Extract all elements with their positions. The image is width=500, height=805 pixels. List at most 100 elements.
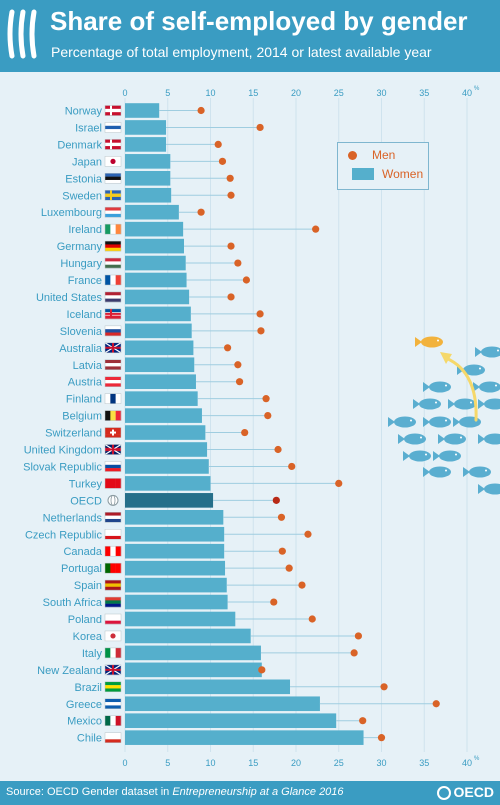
men-dot: [312, 225, 320, 233]
category-label: France: [68, 275, 102, 287]
x-tick-label-bottom: 20: [291, 758, 301, 768]
country-flag-icon: [104, 698, 122, 709]
women-bar: [125, 679, 291, 695]
category-label: Spain: [74, 580, 102, 592]
category-label: Portugal: [61, 563, 102, 575]
women-bar: [125, 374, 196, 389]
category-label: Norway: [65, 106, 103, 118]
chart-row: Chile: [77, 730, 386, 745]
chart-row: Iceland: [67, 306, 264, 322]
country-flag-icon: [104, 681, 122, 693]
fish-icon: [438, 433, 466, 445]
men-dot: [272, 496, 280, 504]
women-bar: [125, 357, 195, 373]
chart-row: Belgium: [62, 408, 272, 423]
chart-row: Finland: [66, 391, 270, 406]
women-bar: [125, 340, 194, 356]
x-unit-label-bottom: %: [474, 756, 480, 762]
x-tick-label-top: 5: [165, 88, 170, 98]
country-flag-icon: [104, 274, 122, 286]
category-label: Slovenia: [60, 326, 103, 338]
chart-row: Austria: [68, 374, 244, 389]
men-dot: [257, 327, 265, 335]
women-bar: [125, 713, 337, 728]
chart-row: Latvia: [73, 357, 242, 373]
category-label: Czech Republic: [25, 529, 103, 541]
oecd-logo: OECD: [436, 784, 494, 800]
x-unit-label-top: %: [474, 86, 480, 92]
legend-women-label: Women: [382, 167, 424, 181]
chart-subtitle: Percentage of total employment, 2014 or …: [51, 44, 432, 60]
country-flag-icon: [104, 613, 122, 625]
chart-row: Italy: [82, 645, 358, 661]
country-flag-icon: [104, 139, 122, 150]
women-bar: [125, 662, 262, 678]
chart-row: Australia: [59, 340, 232, 356]
category-label: Greece: [66, 699, 102, 711]
x-tick-label-top: 10: [205, 88, 215, 98]
chart-row: Hungary: [60, 255, 242, 271]
men-dot: [380, 683, 388, 691]
fish-icon: [478, 483, 500, 495]
category-label: Mexico: [67, 716, 102, 728]
women-bar: [125, 493, 214, 508]
women-bar: [125, 154, 171, 169]
men-dot: [227, 242, 235, 250]
chart-row: Denmark: [57, 137, 222, 152]
x-tick-label-bottom: 30: [376, 758, 386, 768]
source-publication: Entrepreneurship at a Glance 2016: [172, 786, 344, 798]
men-dot: [264, 412, 272, 420]
men-dot: [218, 157, 227, 165]
legend-men-marker: [348, 151, 357, 160]
fish-school-illustration: [388, 336, 500, 495]
women-bar: [125, 425, 206, 440]
category-label: South Africa: [43, 597, 103, 609]
men-dot: [277, 513, 286, 521]
chart-row: Brazil: [74, 679, 388, 695]
x-tick-label-bottom: 35: [419, 758, 429, 768]
women-bar: [125, 391, 198, 406]
men-dot: [226, 174, 234, 182]
legend-men-label: Men: [372, 148, 396, 162]
men-dot: [234, 361, 242, 369]
women-bar: [125, 560, 226, 576]
men-dot: [304, 530, 312, 538]
men-dot: [241, 428, 249, 437]
country-flag-icon: [104, 478, 122, 489]
country-flag-icon: [104, 664, 122, 676]
category-label: Italy: [82, 648, 103, 660]
country-flag-icon: [104, 105, 122, 116]
source-prefix: Source: OECD Gender dataset in: [6, 786, 173, 798]
country-flag-icon: [104, 240, 122, 252]
men-dot: [285, 564, 293, 572]
men-dot: [298, 581, 306, 589]
category-label: Estonia: [65, 173, 103, 185]
chart-row: Canada: [63, 543, 286, 559]
category-label: Turkey: [69, 478, 103, 490]
category-label: New Zealand: [37, 665, 102, 677]
x-tick-label-top: 0: [122, 88, 127, 98]
country-flag-icon: [104, 173, 122, 184]
category-label: Ireland: [68, 224, 102, 236]
chart-row: Norway: [65, 103, 205, 118]
category-label: Israel: [75, 122, 102, 134]
fish-icon: [423, 381, 451, 393]
women-bar: [125, 255, 186, 271]
x-tick-label-top: 40: [462, 88, 472, 98]
women-bar: [125, 272, 187, 288]
fish-icon: [423, 416, 451, 428]
men-dot: [354, 632, 363, 640]
country-flag-icon: [104, 223, 122, 235]
category-label: Poland: [68, 614, 102, 626]
country-flag-icon: [104, 562, 122, 574]
chart-title: Share of self-employed by gender: [50, 6, 468, 36]
fish-icon: [403, 450, 431, 462]
category-label: Australia: [59, 343, 103, 355]
category-label: Iceland: [67, 309, 102, 321]
country-flag-icon: [104, 325, 122, 337]
chart-row: Mexico: [67, 713, 367, 728]
category-label: Austria: [68, 377, 103, 389]
men-dot: [197, 208, 205, 216]
men-dot: [270, 598, 278, 606]
x-tick-label-top: 20: [291, 88, 301, 98]
